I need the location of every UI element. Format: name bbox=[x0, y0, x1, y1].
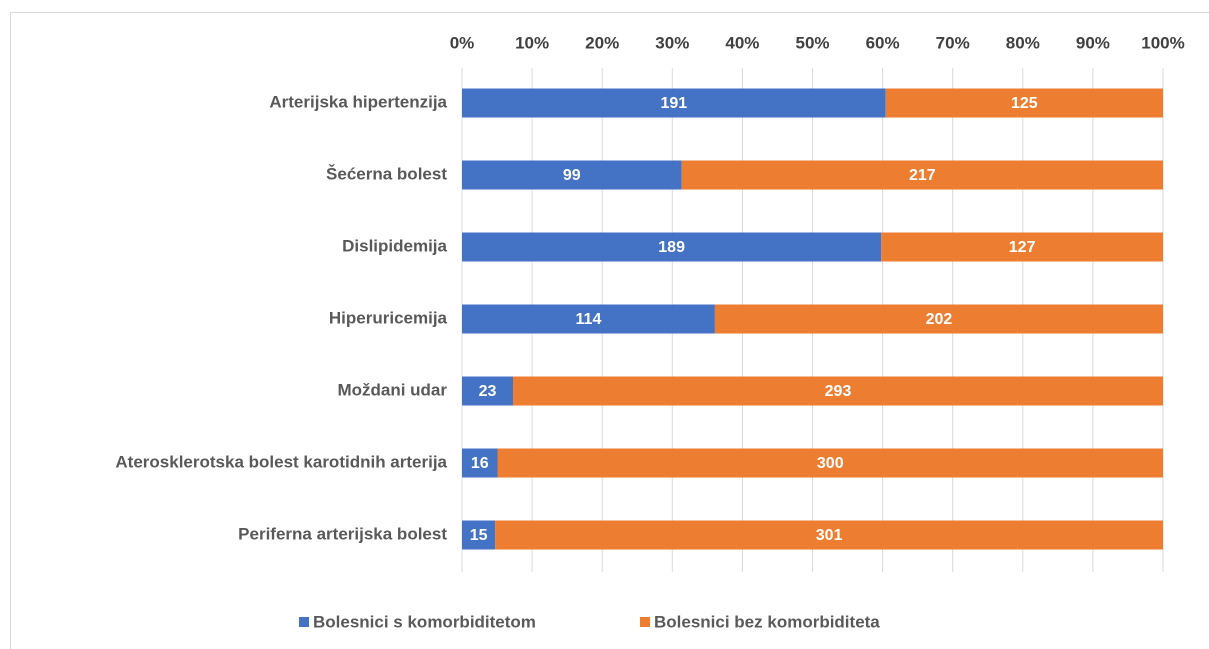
data-label: 127 bbox=[1009, 239, 1036, 256]
bar-segment bbox=[462, 520, 496, 550]
bar-segment bbox=[681, 160, 1163, 190]
data-label: 293 bbox=[825, 383, 852, 400]
x-tick-label: 40% bbox=[725, 33, 759, 52]
data-label: 23 bbox=[479, 383, 497, 400]
bar-segment bbox=[513, 376, 1163, 406]
data-label: 300 bbox=[817, 455, 844, 472]
bar-segment bbox=[462, 448, 498, 478]
y-tick-label: Periferna arterijska bolest bbox=[238, 524, 447, 543]
data-label: 99 bbox=[563, 167, 581, 184]
bar-segment bbox=[462, 376, 514, 406]
y-tick-label: Šećerna bolest bbox=[326, 164, 447, 183]
legend-swatch bbox=[299, 617, 309, 627]
bar-segment bbox=[462, 88, 886, 118]
bar-segment bbox=[714, 304, 1163, 334]
y-tick-label: Dislipidemija bbox=[342, 236, 447, 255]
x-tick-label: 80% bbox=[1006, 33, 1040, 52]
x-tick-label: 10% bbox=[515, 33, 549, 52]
data-label: 202 bbox=[926, 311, 953, 328]
x-tick-label: 0% bbox=[450, 33, 475, 52]
y-tick-label: Arterijska hipertenzija bbox=[269, 92, 447, 111]
bar-segment bbox=[881, 232, 1163, 262]
bar-segment bbox=[462, 304, 715, 334]
x-tick-label: 100% bbox=[1141, 33, 1184, 52]
bar-segment bbox=[495, 520, 1163, 550]
x-tick-label: 20% bbox=[585, 33, 619, 52]
data-label: 217 bbox=[909, 167, 936, 184]
y-tick-label: Hiperuricemija bbox=[329, 308, 448, 327]
data-label: 189 bbox=[658, 239, 685, 256]
data-label: 16 bbox=[471, 455, 489, 472]
legend-label: Bolesnici bez komorbiditeta bbox=[654, 612, 880, 631]
bar-segment bbox=[462, 160, 682, 190]
x-tick-label: 30% bbox=[655, 33, 689, 52]
x-tick-label: 60% bbox=[866, 33, 900, 52]
x-tick-label: 90% bbox=[1076, 33, 1110, 52]
legend-label: Bolesnici s komorbiditetom bbox=[313, 612, 536, 631]
x-tick-label: 50% bbox=[795, 33, 829, 52]
legend-swatch bbox=[640, 617, 650, 627]
bar-segment bbox=[885, 88, 1163, 118]
y-tick-label: Aterosklerotska bolest karotidnih arteri… bbox=[115, 452, 447, 471]
data-label: 125 bbox=[1011, 95, 1038, 112]
x-tick-label: 70% bbox=[936, 33, 970, 52]
data-label: 191 bbox=[661, 95, 688, 112]
bar-segment bbox=[497, 448, 1164, 478]
data-label: 301 bbox=[816, 527, 843, 544]
y-tick-label: Moždani udar bbox=[337, 380, 447, 399]
bar-segment bbox=[462, 232, 882, 262]
data-label: 114 bbox=[576, 311, 602, 328]
data-label: 15 bbox=[470, 527, 488, 544]
